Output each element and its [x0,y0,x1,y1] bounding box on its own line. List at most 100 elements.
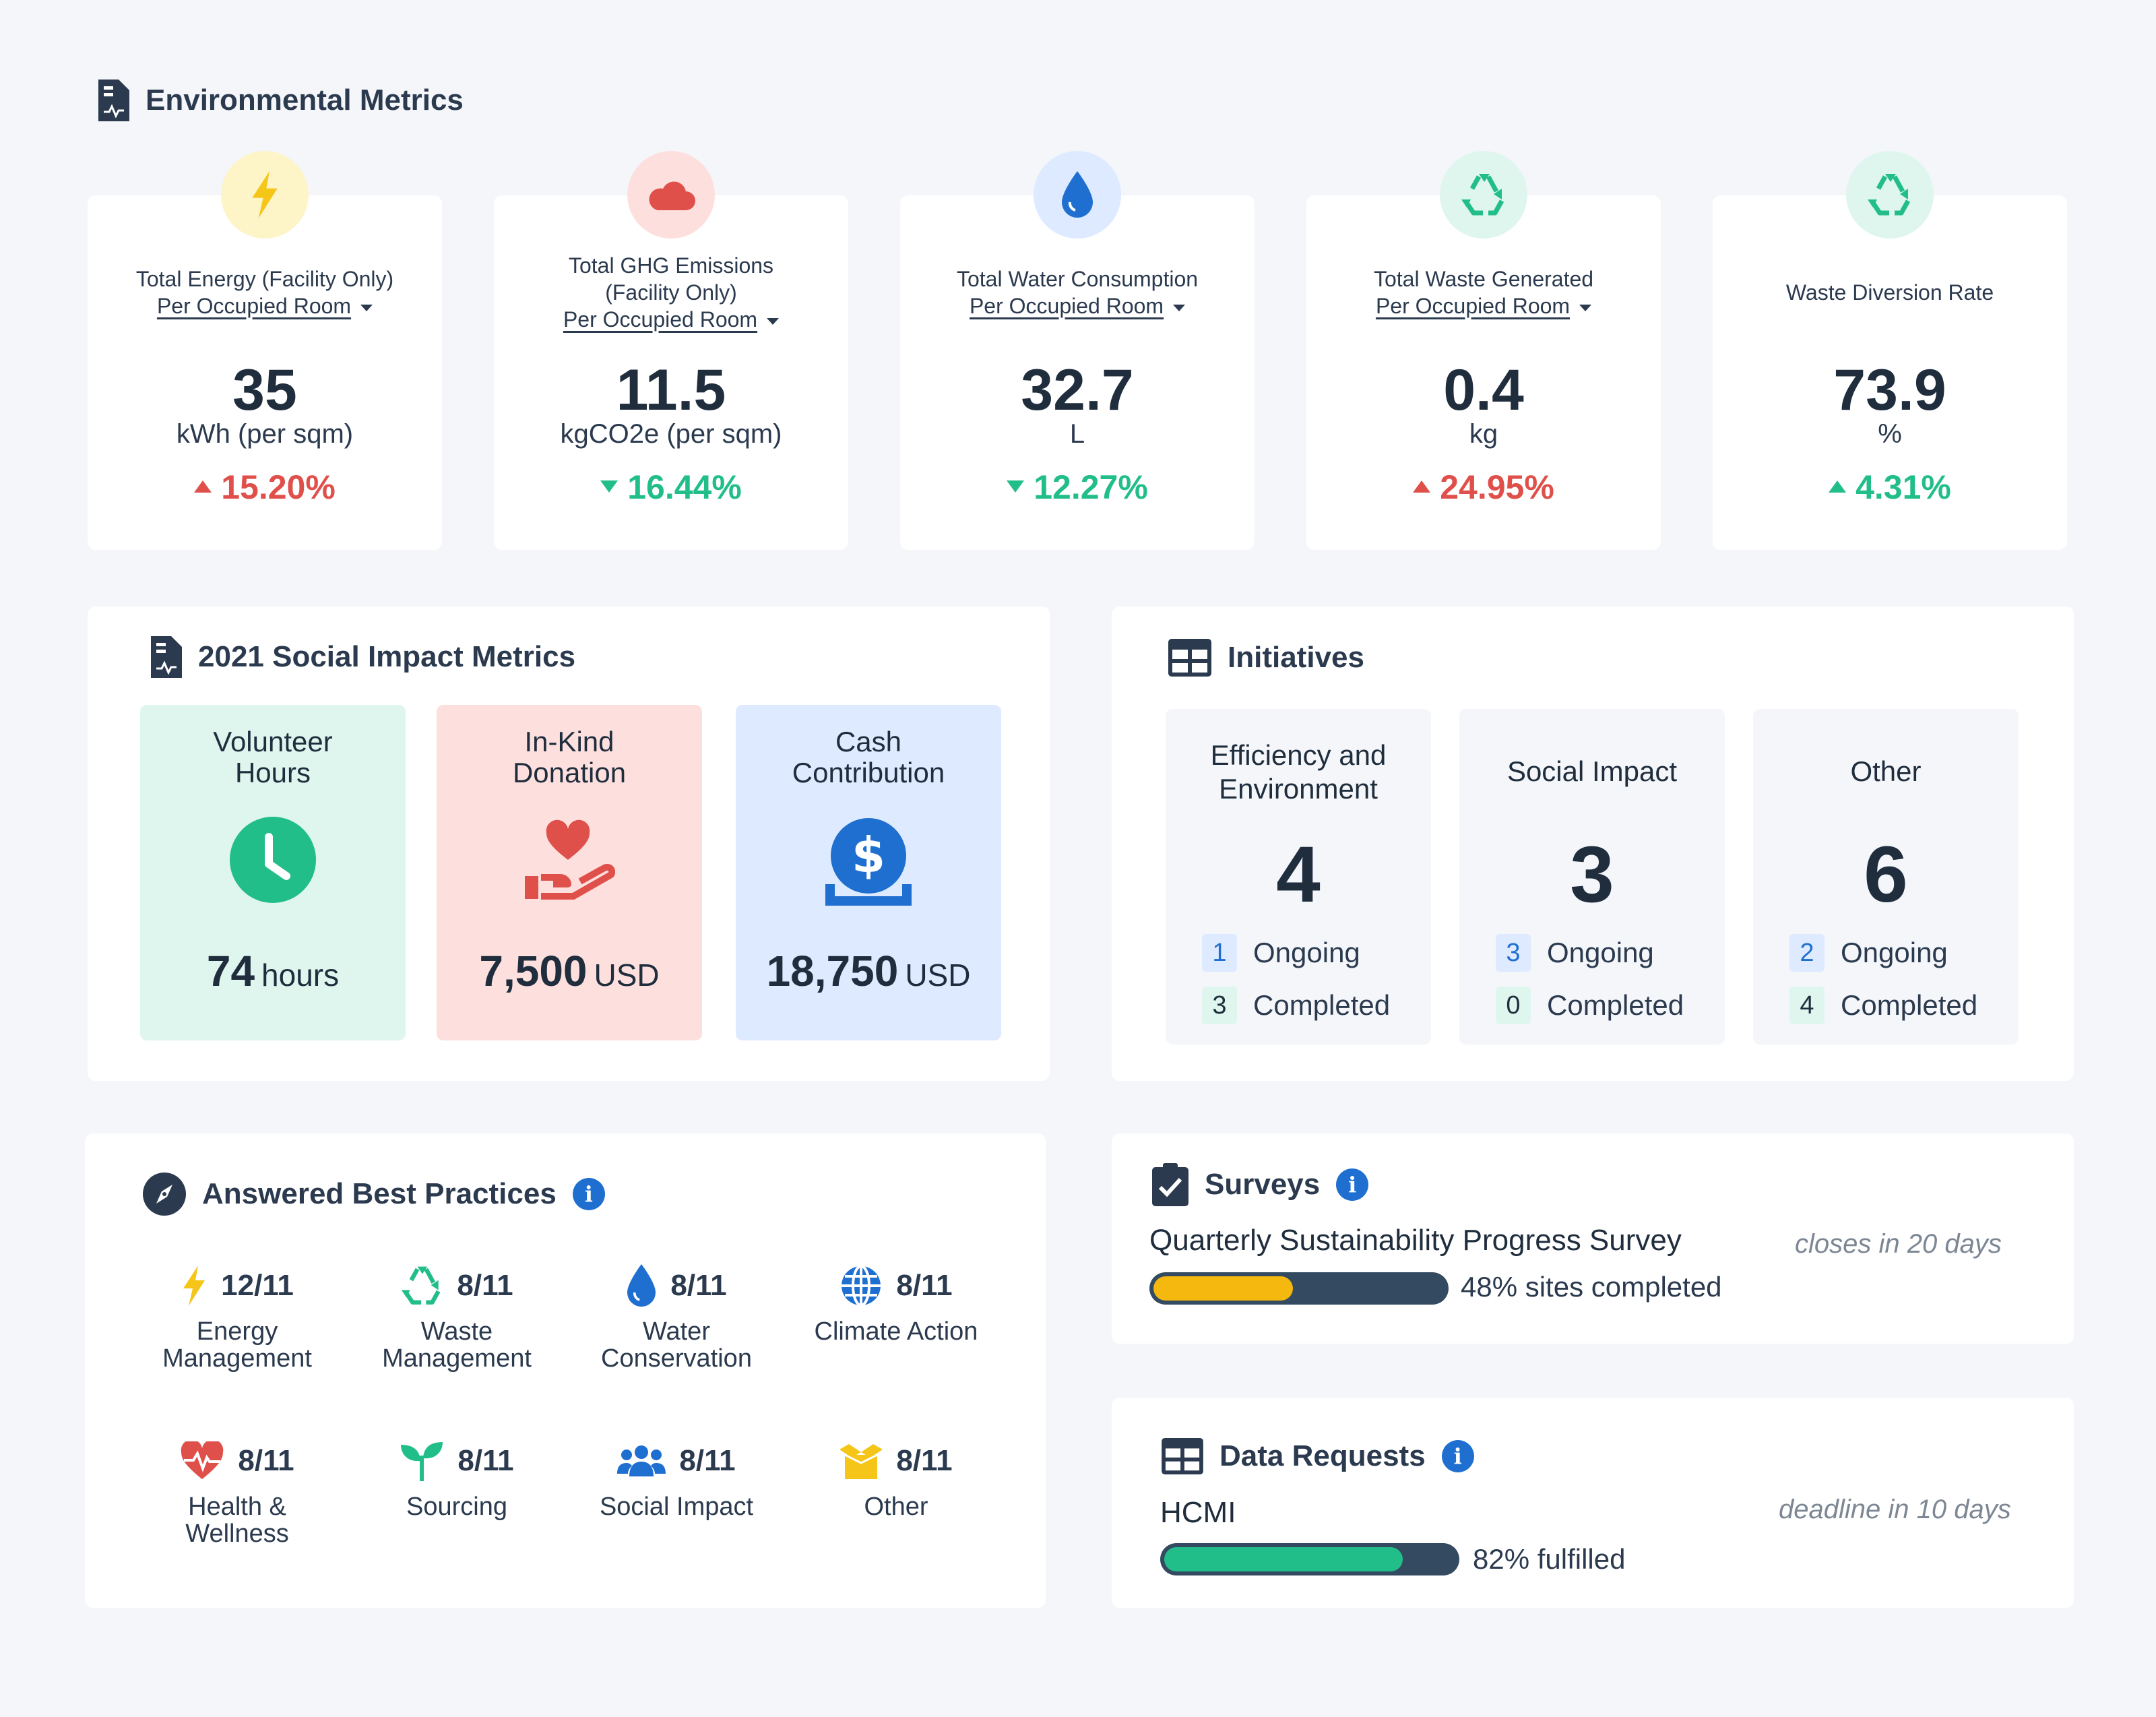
report-document-icon [98,80,129,121]
initiative-card-social-impact[interactable]: Social Impact 3 3 Ongoing 0 Completed [1459,709,1725,1044]
data-requests-header: Data Requests i [1162,1438,1474,1474]
table-icon [1168,639,1211,677]
env-card-water-consumption: Total Water Consumption Per Occupied Roo… [900,151,1255,550]
initiative-card-other[interactable]: Other 6 2 Ongoing 4 Completed [1753,709,2019,1044]
best-practice-climate[interactable]: 8/11 Climate Action [788,1259,1004,1345]
env-icon-bubble [221,151,309,239]
env-label: Total Energy (Facility Only) [135,267,394,291]
compass-icon [143,1173,186,1216]
env-change: 4.31% [1713,468,2067,507]
tile-title: In-Kind Donation [512,726,627,788]
caret-down-icon [360,304,373,311]
triangle-down-icon [1007,480,1025,493]
data-request-progress-bar [1160,1543,1459,1575]
heartbeat-icon [181,1441,224,1479]
initiative-count: 3 [1570,830,1614,919]
per-occupied-room-dropdown[interactable]: Per Occupied Room [494,306,848,333]
recycle-icon [1461,174,1504,216]
env-value: 35 [232,358,297,423]
data-request-progress-text: 82% fulfilled [1473,1543,1626,1575]
env-card-total-energy: Total Energy (Facility Only) Per Occupie… [88,151,442,550]
ongoing-row: 3 Ongoing [1496,934,1654,972]
tile-title: Volunteer Hours [213,726,333,788]
env-label: Total Waste Generated [1373,267,1594,291]
env-icon-bubble [1034,151,1121,239]
box-icon [839,1444,883,1479]
caret-down-icon [1579,304,1592,311]
ongoing-row: 2 Ongoing [1789,934,1948,972]
best-practice-health[interactable]: 8/11 Health & Wellness [129,1434,345,1547]
env-card-waste-generated: Total Waste Generated Per Occupied Room … [1306,151,1661,550]
best-practice-sourcing[interactable]: 8/11 Sourcing [349,1434,565,1520]
sprout-icon [401,1442,443,1481]
survey-deadline-note: closes in 20 days [1795,1229,2002,1259]
data-request-name[interactable]: HCMI [1160,1496,1236,1529]
env-value: 32.7 [1021,358,1134,423]
env-unit: kWh (per sqm) [176,419,354,449]
survey-name[interactable]: Quarterly Sustainability Progress Survey [1149,1224,1682,1257]
survey-progress-text: 48% sites completed [1461,1271,1722,1303]
env-card-waste-diversion: Waste Diversion Rate 73.9 % 4.31% [1713,151,2067,550]
env-value: 11.5 [616,358,726,423]
best-practice-social[interactable]: 8/11 Social Impact [599,1444,754,1521]
water-drop-icon [627,1264,656,1307]
triangle-up-icon [1413,480,1431,493]
heart-hand-icon [525,819,615,900]
env-icon-bubble [627,151,715,239]
env-value: 0.4 [1443,358,1524,423]
env-unit: kgCO2e (per sqm) [560,419,782,449]
env-icon-bubble [1440,151,1527,239]
initiative-title: Other [1850,755,1922,787]
best-practices-header: Answered Best Practices i [143,1173,605,1216]
clipboard-check-icon [1152,1163,1188,1206]
survey-progress-bar [1149,1272,1449,1305]
section-title: Answered Best Practices [202,1177,557,1210]
ongoing-badge: 2 [1789,934,1825,972]
surveys-panel [1112,1133,2074,1344]
caret-down-icon [767,317,780,325]
env-unit: kg [1469,419,1498,449]
env-icon-bubble [1846,151,1934,239]
info-icon[interactable]: i [1336,1168,1369,1201]
recycle-icon [1868,174,1911,216]
table-icon [1162,1438,1203,1474]
completed-badge: 0 [1496,987,1531,1024]
env-label: Total Water Consumption [956,267,1199,291]
tile-amount: 74 hours [206,947,340,995]
globe-icon [842,1265,881,1307]
initiative-card-efficiency[interactable]: Efficiency and Environment 4 1 Ongoing 3 Co… [1166,709,1431,1044]
best-practices-panel [85,1133,1046,1608]
per-occupied-room-dropdown[interactable]: Per Occupied Room [900,292,1255,319]
best-practice-water[interactable]: 8/11 Water Conservation [569,1259,784,1372]
env-change: 16.44% [494,468,848,507]
tile-title: Cash Contribution [792,726,945,788]
info-icon[interactable]: i [1441,1440,1474,1472]
ongoing-badge: 3 [1496,934,1531,972]
best-practice-other[interactable]: 8/11 Other [788,1434,1004,1520]
env-unit: L [1069,419,1085,449]
tile-amount: 18,750 USD [766,947,971,995]
env-value: 73.9 [1833,358,1946,423]
initiative-count: 4 [1276,830,1321,919]
env-change: 12.27% [900,468,1255,507]
initiative-count: 6 [1864,830,1908,919]
recycle-icon [402,1266,441,1305]
triangle-down-icon [600,480,619,493]
info-icon[interactable]: i [572,1178,605,1210]
best-practice-energy[interactable]: 12/11 Energy Management [129,1259,345,1372]
best-practice-waste[interactable]: 8/11 Waste Management [349,1259,565,1372]
completed-row: 0 Completed [1496,987,1684,1024]
completed-row: 3 Completed [1202,987,1390,1024]
per-occupied-room-dropdown[interactable]: Per Occupied Room [88,292,442,319]
per-occupied-room-dropdown[interactable]: Per Occupied Room [1306,292,1661,319]
env-change: 24.95% [1306,468,1661,507]
lightning-icon [183,1266,205,1306]
env-label-line2: (Facility Only) [605,280,737,305]
tile-amount: 7,500 USD [479,947,660,995]
people-icon [617,1445,666,1476]
section-title: 2021 Social Impact Metrics [198,640,576,673]
clock-icon [230,817,316,903]
social-impact-header: 2021 Social Impact Metrics [151,636,575,678]
completed-badge: 4 [1789,987,1825,1024]
section-title: Environmental Metrics [146,84,464,117]
